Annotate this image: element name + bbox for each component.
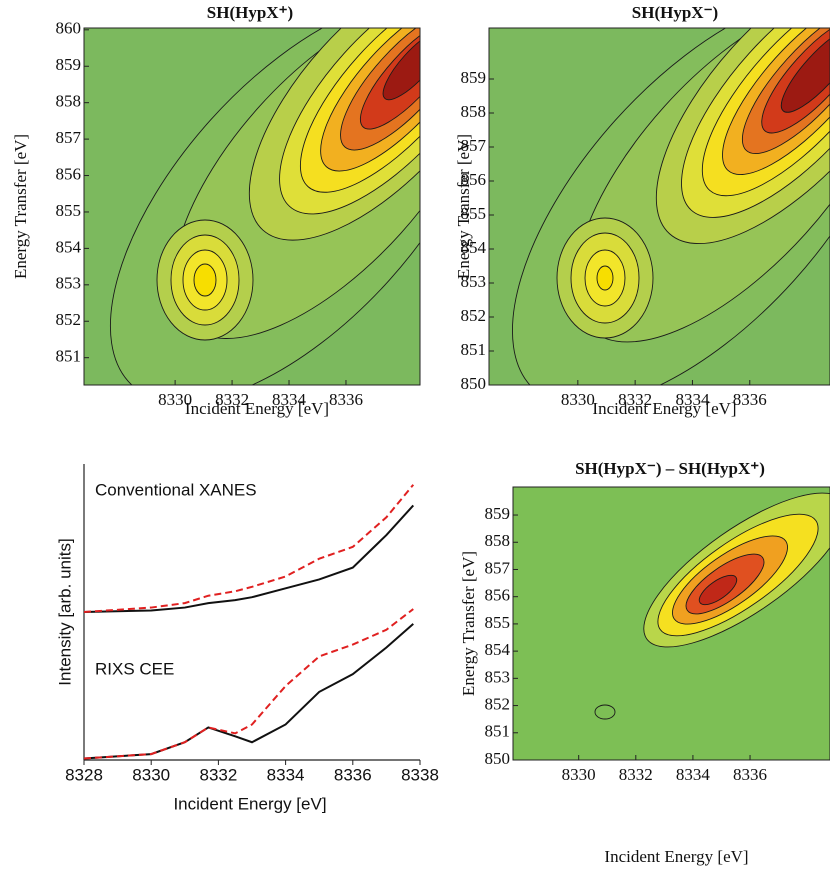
annotation: RIXS CEE (95, 659, 174, 678)
y-tick-label: 858 (485, 531, 511, 550)
line-series (83, 608, 414, 760)
y-tick-label: 850 (485, 749, 511, 768)
y-axis-label: Energy Transfer [eV] (459, 551, 478, 696)
line-series (83, 484, 415, 613)
y-tick-label: 854 (485, 640, 511, 659)
x-tick-label: 8332 (618, 390, 652, 409)
y-axis-label: Intensity [arb. units] (55, 538, 74, 685)
y-tick-label: 855 (461, 204, 487, 223)
plot-frame (83, 27, 421, 386)
y-tick-label: 859 (485, 504, 511, 523)
y-tick-label: 852 (485, 694, 511, 713)
x-tick-label: 8336 (733, 765, 767, 784)
y-tick-label: 853 (485, 667, 511, 686)
x-axis-label: Incident Energy [eV] (173, 794, 326, 813)
y-tick-label: 856 (461, 170, 487, 189)
y-tick-label: 852 (461, 306, 487, 325)
y-tick-label: 853 (461, 272, 487, 291)
y-tick-label: 854 (461, 238, 487, 257)
y-tick-label: 855 (56, 201, 82, 220)
y-tick-label: 856 (56, 164, 82, 183)
y-tick-label: 857 (56, 128, 82, 147)
x-tick-label: 8334 (675, 390, 710, 409)
y-tick-label: 857 (485, 558, 511, 577)
y-tick-label: 852 (56, 310, 82, 329)
chart-title: SH(HypX⁺) (207, 3, 293, 22)
line-series (83, 623, 414, 760)
x-axis-label: Incident Energy [eV] (604, 847, 748, 866)
contour-fill (489, 28, 830, 385)
y-tick-label: 856 (485, 586, 511, 605)
x-tick-label: 8336 (733, 390, 767, 409)
x-tick-label: 8330 (132, 765, 170, 784)
x-tick-label: 8336 (329, 390, 363, 409)
x-axis-label: Incident Energy [eV] (185, 399, 329, 418)
x-tick-label: 8330 (562, 765, 596, 784)
x-tick-label: 8334 (676, 765, 711, 784)
plot-frame (488, 27, 830, 386)
y-tick-label: 854 (56, 237, 82, 256)
y-tick-label: 851 (56, 347, 82, 366)
contour-fill (513, 487, 830, 760)
x-tick-label: 8328 (65, 765, 103, 784)
y-tick-label: 860 (56, 19, 82, 38)
x-tick-label: 8334 (267, 765, 305, 784)
y-tick-label: 853 (56, 274, 82, 293)
chart-title: SH(HypX⁻) – SH(HypX⁺) (575, 459, 765, 478)
chart-title: SH(HypX⁻) (632, 3, 718, 22)
y-tick-label: 858 (461, 102, 487, 121)
x-tick-label: 8332 (215, 390, 249, 409)
x-tick-label: 8330 (158, 390, 192, 409)
y-tick-label: 851 (485, 722, 511, 741)
y-axis-label: Energy Transfer [eV] (454, 134, 473, 279)
y-axis-label: Energy Transfer [eV] (11, 134, 30, 279)
y-tick-label: 851 (461, 340, 487, 359)
x-tick-label: 8338 (401, 765, 439, 784)
annotation: Conventional XANES (95, 480, 257, 499)
x-tick-label: 8332 (619, 765, 653, 784)
line-series (83, 504, 415, 613)
y-tick-label: 859 (461, 68, 487, 87)
x-tick-label: 8330 (561, 390, 595, 409)
x-tick-label: 8334 (272, 390, 307, 409)
y-tick-label: 855 (485, 613, 511, 632)
y-tick-label: 850 (461, 374, 487, 393)
x-tick-label: 8332 (199, 765, 237, 784)
x-axis-label: Incident Energy [eV] (592, 399, 736, 418)
contour-fill (84, 28, 420, 385)
y-tick-label: 857 (461, 136, 487, 155)
y-tick-label: 859 (56, 55, 82, 74)
y-tick-label: 858 (56, 92, 82, 111)
x-tick-label: 8336 (334, 765, 372, 784)
